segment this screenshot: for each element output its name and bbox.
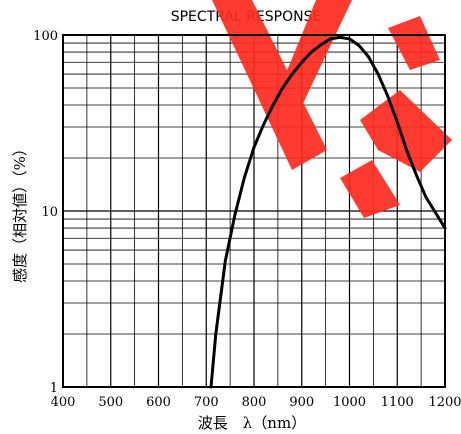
y-axis-ticks: 1 10 100 [33,29,58,396]
x-tick-label: 900 [289,395,314,410]
x-axis-label: 波長 λ（nm） [198,414,306,432]
x-tick-label: 500 [98,395,123,410]
y-tick-label: 10 [41,205,58,220]
x-tick-label: 1200 [428,395,461,410]
grid-lines [63,35,445,387]
y-axis-label: 感度（相対値）（%） [11,141,29,283]
x-tick-label: 1000 [333,395,366,410]
x-tick-label: 600 [146,395,171,410]
x-tick-label: 800 [242,395,267,410]
x-axis-ticks: 400 500 600 700 800 900 1000 1100 1200 [51,395,461,410]
plot-border [62,34,446,388]
x-tick-label: 700 [194,395,219,410]
x-tick-label: 1100 [381,395,414,410]
y-tick-label: 1 [50,381,58,396]
response-curve [209,35,447,389]
x-tick-label: 400 [51,395,76,410]
watermark-stamp [212,0,452,218]
y-tick-label: 100 [33,29,58,44]
